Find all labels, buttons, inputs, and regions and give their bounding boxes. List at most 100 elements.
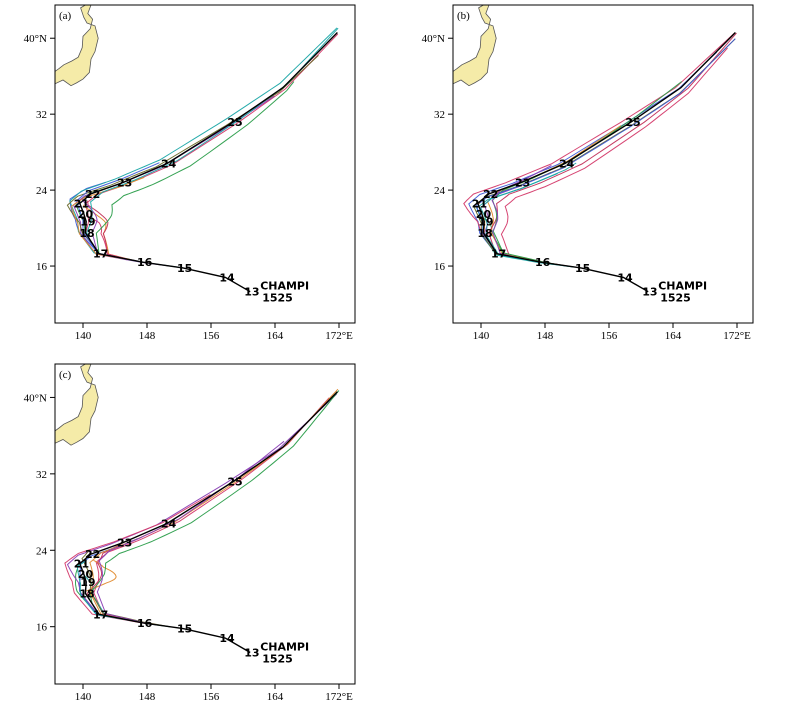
lat-tick-label: 16 [434,261,446,273]
ensemble-track [488,32,737,251]
lat-tick-label: 24 [36,185,48,197]
day-label-18: 18 [79,587,94,600]
ensemble-track [95,81,295,254]
lat-tick-label: 24 [434,185,446,197]
day-label-13: 13 [244,647,259,660]
day-label-17: 17 [93,608,108,621]
day-label-20: 20 [476,208,492,221]
lat-tick-label: 16 [36,622,48,634]
ensemble-track [86,541,126,597]
lon-tick-label: 164 [665,330,682,342]
day-label-15: 15 [177,262,192,275]
map-frame [54,4,356,324]
map-frame [452,4,754,324]
observed-track [476,32,736,293]
lon-tick-label: 164 [267,330,284,342]
ensemble-track [70,176,145,260]
day-label-19: 19 [80,576,95,589]
day-label-16: 16 [137,617,153,630]
lon-tick-label: 140 [75,330,92,342]
day-label-18: 18 [79,227,94,240]
ensemble-track [66,55,319,248]
day-label-16: 16 [535,256,551,269]
storm-name: CHAMPI [658,280,707,293]
storm-number: 1525 [262,653,293,666]
day-label-16: 16 [137,256,153,269]
day-label-20: 20 [78,208,94,221]
ensemble-track [463,32,735,241]
storm-number: 1525 [660,292,691,305]
japan-landmass [55,5,99,87]
lon-tick-label: 172°E [325,330,353,342]
lon-tick-label: 164 [267,691,284,703]
day-label-13: 13 [244,286,259,299]
day-label-15: 15 [177,623,192,636]
lon-tick-label: 140 [75,691,92,703]
ensemble-track [85,215,129,260]
ensemble-track [480,162,577,268]
observed-track [78,32,338,293]
day-label-22: 22 [85,188,100,201]
day-label-23: 23 [117,537,132,550]
panel-label: (a) [59,10,72,22]
ensemble-track [96,440,285,625]
day-label-21: 21 [472,197,487,210]
japan-landmass [55,364,99,446]
lon-tick-label: 148 [139,691,156,703]
lon-tick-label: 172°E [325,691,353,703]
lat-tick-label: 16 [36,261,48,273]
lon-tick-label: 172°E [723,330,751,342]
day-label-24: 24 [161,518,177,531]
storm-number: 1525 [262,292,293,305]
day-label-21: 21 [74,197,89,210]
ensemble-track [500,47,728,267]
lon-tick-label: 156 [203,330,220,342]
day-label-22: 22 [85,548,100,561]
lat-tick-label: 40°N [24,33,47,45]
storm-name: CHAMPI [260,641,309,654]
lat-tick-label: 32 [434,109,445,121]
day-label-25: 25 [625,116,640,129]
panel-label: (c) [59,369,72,381]
ensemble-track [475,38,736,254]
ensemble-track [93,397,330,622]
lat-tick-label: 32 [36,109,47,121]
day-label-14: 14 [219,271,235,284]
ensemble-track [85,559,117,592]
ensemble-track [75,162,160,262]
day-label-14: 14 [219,632,235,645]
day-label-15: 15 [575,262,590,275]
ensemble-track [66,393,338,617]
day-label-18: 18 [477,227,492,240]
lon-tick-label: 148 [139,330,156,342]
ensemble-track [79,561,129,621]
day-label-19: 19 [80,215,95,228]
day-label-17: 17 [491,248,506,261]
day-label-13: 13 [642,286,657,299]
day-label-25: 25 [227,116,242,129]
lon-tick-label: 140 [473,330,490,342]
day-label-21: 21 [74,558,89,571]
ensemble-track [69,27,338,269]
lon-tick-label: 156 [203,691,220,703]
day-label-19: 19 [478,215,493,228]
lon-tick-label: 148 [537,330,554,342]
day-label-23: 23 [515,177,530,190]
ensemble-track [89,388,339,621]
day-label-24: 24 [161,158,177,171]
lon-tick-label: 156 [601,330,618,342]
day-label-17: 17 [93,248,108,261]
ensemble-track [64,494,211,626]
ensemble-track [491,81,683,266]
day-label-25: 25 [227,476,242,489]
day-label-24: 24 [559,158,575,171]
day-label-14: 14 [617,271,633,284]
day-label-22: 22 [483,188,498,201]
panel-label: (b) [457,10,470,22]
map-frame [54,363,356,685]
ensemble-track [89,390,340,604]
observed-track [78,391,338,654]
lat-tick-label: 32 [36,469,47,481]
